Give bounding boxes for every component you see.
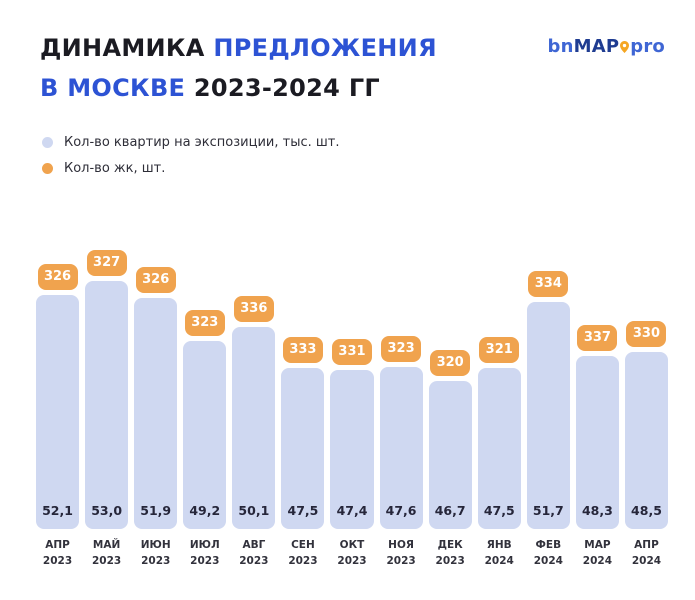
apartments-bar: 46,7 (428, 381, 472, 529)
x-axis-label: СЕН 2023 (288, 539, 318, 567)
complex-count-badge: 321 (479, 337, 520, 363)
bar-column: 334 51,7 ФЕВ 2024 (526, 271, 570, 570)
complex-count-badge: 323 (381, 336, 422, 362)
x-axis-label: ОКТ 2023 (337, 539, 367, 567)
bar-column: 326 52,1 АПР 2023 (36, 264, 80, 570)
x-axis-label: ЯНВ 2024 (484, 539, 514, 567)
complex-count-badge: 331 (332, 339, 372, 365)
apartments-value-label: 50,1 (238, 503, 270, 518)
logo-text-pro: pro (630, 36, 665, 57)
apartments-value-label: 49,2 (189, 503, 221, 518)
apartments-bar: 51,7 (526, 302, 570, 529)
apartments-bar: 47,6 (379, 367, 423, 529)
bar-column: 323 49,2 ИЮЛ 2023 (183, 310, 227, 570)
apartments-bar: 47,4 (330, 370, 374, 529)
complex-count-badge: 323 (184, 310, 225, 336)
x-axis-label: МАЙ 2023 (92, 539, 122, 567)
apartments-bar: 47,5 (281, 368, 325, 529)
complex-count-badge: 327 (86, 250, 127, 276)
bnmap-logo: bnMAP pro (548, 36, 665, 57)
bar-column: 321 47,5 ЯНВ 2024 (477, 337, 521, 570)
apartments-bar: 50,1 (232, 327, 276, 529)
x-axis-label: НОЯ 2023 (386, 539, 416, 567)
header: ДИНАМИКА ПРЕДЛОЖЕНИЯ В МОСКВЕ 2023-2024 … (0, 0, 695, 108)
x-axis-label: ИЮЛ 2023 (189, 539, 220, 567)
title-line-1: ДИНАМИКА ПРЕДЛОЖЕНИЯ (40, 28, 437, 68)
apartments-value-label: 48,3 (581, 503, 613, 518)
bar-column: 333 47,5 СЕН 2023 (281, 337, 325, 570)
apartments-bar: 48,3 (575, 356, 619, 529)
apartments-value-label: 47,6 (385, 503, 417, 518)
bar-column: 337 48,3 МАР 2024 (575, 325, 619, 570)
logo-text-map: MAP (573, 36, 620, 57)
bar-column: 327 53,0 МАЙ 2023 (85, 250, 129, 570)
complex-count-badge: 334 (528, 271, 569, 297)
apartments-bar: 49,2 (183, 341, 227, 529)
complex-count-badge: 326 (37, 264, 78, 290)
page-title: ДИНАМИКА ПРЕДЛОЖЕНИЯ В МОСКВЕ 2023-2024 … (40, 28, 437, 108)
map-pin-icon (620, 41, 630, 53)
title-word-supply: ПРЕДЛОЖЕНИЯ (213, 34, 437, 62)
title-word-dynamics: ДИНАМИКА (40, 34, 205, 62)
apartments-value-label: 46,7 (434, 503, 466, 518)
x-axis-label: АПР 2023 (42, 539, 73, 567)
legend-swatch-icon (42, 163, 53, 174)
x-axis-label: ДЕК 2023 (435, 539, 465, 567)
bar-column: 326 51,9 ИЮН 2023 (134, 267, 178, 570)
apartments-bar: 48,5 (624, 352, 669, 529)
apartments-bar: 51,9 (134, 298, 178, 529)
legend-label: Кол-во квартир на экспозиции, тыс. шт. (64, 135, 340, 150)
bar-chart: 326 52,1 АПР 2023 327 53,0 МАЙ 2023 326 51,9 ИЮН 20… (36, 248, 669, 570)
complex-count-badge: 320 (430, 350, 471, 376)
apartments-bar: 47,5 (477, 368, 521, 529)
bar-column: 320 46,7 ДЕК 2023 (428, 350, 472, 570)
x-axis-label: АВГ 2023 (239, 539, 269, 567)
apartments-value-label: 51,7 (532, 503, 564, 518)
apartments-value-label: 48,5 (631, 503, 662, 518)
bar-column: 330 48,5 АПР 2024 (624, 321, 669, 570)
complex-count-badge: 337 (577, 325, 618, 351)
title-word-moscow: В МОСКВЕ (40, 74, 186, 102)
apartments-value-label: 51,9 (140, 503, 172, 518)
bar-column: 331 47,4 ОКТ 2023 (330, 339, 374, 570)
legend: Кол-во квартир на экспозиции, тыс. шт. Ко… (0, 108, 695, 176)
legend-item-1: Кол-во жк, шт. (42, 161, 655, 176)
x-axis-label: МАР 2024 (582, 539, 613, 567)
complex-count-badge: 333 (282, 337, 323, 363)
legend-swatch-icon (42, 137, 53, 148)
apartments-bar: 53,0 (85, 281, 129, 529)
x-axis-label: ИЮН 2023 (140, 539, 171, 567)
bar-column: 336 50,1 АВГ 2023 (232, 296, 276, 570)
x-axis-label: ФЕВ 2024 (533, 539, 563, 567)
x-axis-label: АПР 2024 (631, 539, 662, 567)
legend-label: Кол-во жк, шт. (64, 161, 166, 176)
bar-column: 323 47,6 НОЯ 2023 (379, 336, 423, 570)
title-word-years: 2023-2024 ГГ (193, 74, 381, 102)
apartments-value-label: 52,1 (42, 503, 73, 518)
apartments-value-label: 47,5 (483, 503, 515, 518)
title-line-2: В МОСКВЕ 2023-2024 ГГ (40, 68, 437, 108)
complex-count-badge: 330 (626, 321, 667, 347)
logo-text-bn: bn (547, 36, 574, 57)
complex-count-badge: 326 (135, 267, 176, 293)
apartments-value-label: 47,4 (336, 503, 368, 518)
apartments-value-label: 53,0 (91, 503, 123, 518)
legend-item-0: Кол-во квартир на экспозиции, тыс. шт. (42, 135, 655, 150)
apartments-value-label: 47,5 (287, 503, 319, 518)
complex-count-badge: 336 (233, 296, 274, 322)
apartments-bar: 52,1 (36, 295, 80, 529)
